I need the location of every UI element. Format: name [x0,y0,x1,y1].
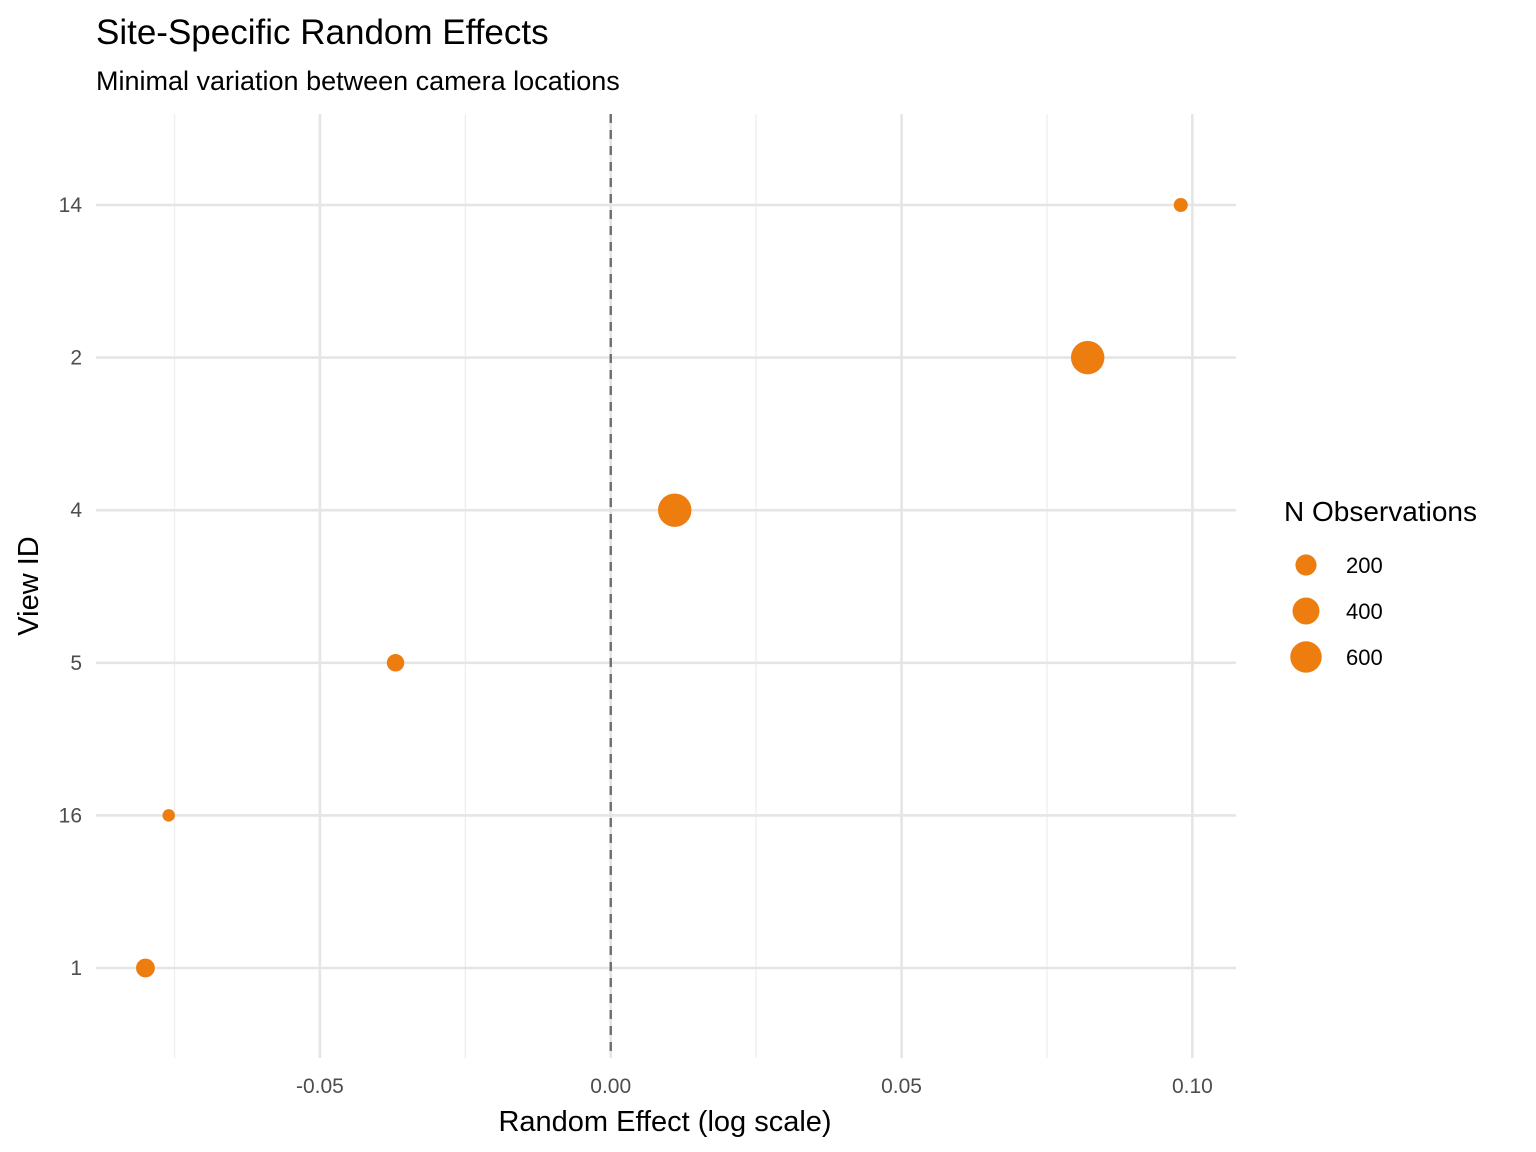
chart-title: Site-Specific Random Effects [96,13,549,52]
data-point-view-1 [136,958,155,978]
y-tick-label: 2 [70,347,82,370]
data-point-view-4 [657,493,692,527]
legend-key-400 [1292,597,1320,625]
legend-label-200: 200 [1346,553,1383,578]
legend-label-600: 600 [1346,645,1383,670]
data-point-view-14 [1173,197,1188,213]
grid-lines [96,114,1236,1058]
legend-title: N Observations [1284,496,1477,527]
size-legend: N Observations 200 400 600 [1284,496,1477,673]
data-points [136,197,1188,978]
x-tick-label: -0.05 [296,1075,344,1098]
y-tick-label: 14 [59,194,83,217]
x-tick-label: 0.05 [881,1075,922,1098]
chart-subtitle: Minimal variation between camera locatio… [96,66,620,96]
x-axis-title: Random Effect (log scale) [498,1106,831,1138]
x-tick-label: 0.10 [1172,1075,1213,1098]
legend-key-200 [1295,554,1317,576]
y-tick-label: 16 [59,804,82,827]
data-point-view-16 [162,809,175,822]
y-axis-tick-labels: 1 16 5 4 2 14 [59,194,83,980]
data-point-view-2 [1070,340,1105,375]
x-axis-tick-labels: -0.05 0.00 0.05 0.10 [296,1075,1213,1098]
y-tick-label: 5 [70,652,82,675]
y-axis-title: View ID [13,536,45,635]
x-tick-label: 0.00 [590,1075,631,1098]
legend-label-400: 400 [1346,599,1383,624]
legend-key-600 [1290,641,1322,673]
legend-items: 200 400 600 [1290,553,1383,673]
y-tick-label: 1 [70,957,82,980]
y-tick-label: 4 [70,499,82,522]
data-point-view-5 [386,654,405,672]
